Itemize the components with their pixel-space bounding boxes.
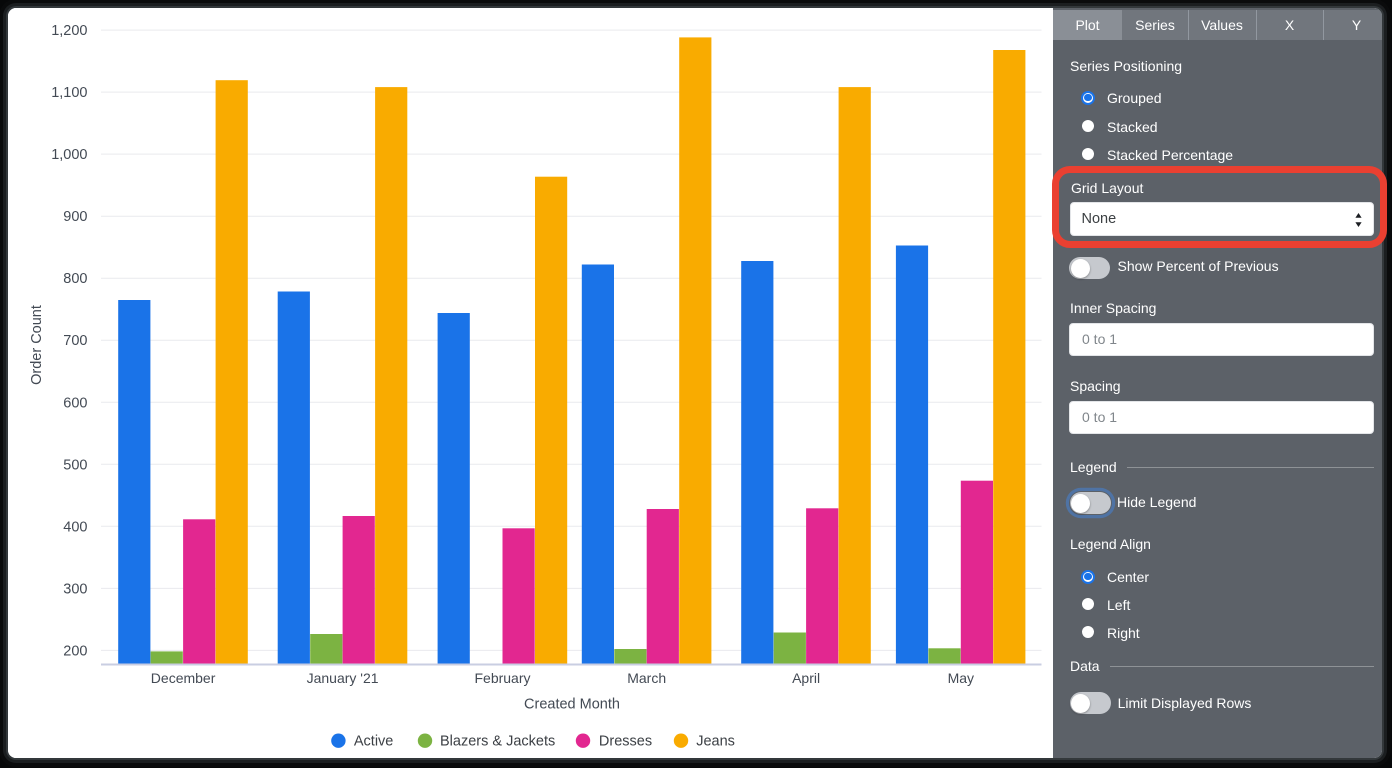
- svg-text:Jeans: Jeans: [696, 734, 735, 750]
- svg-text:1,000: 1,000: [51, 147, 87, 163]
- svg-text:Active: Active: [354, 734, 394, 750]
- svg-text:Order Count: Order Count: [29, 305, 45, 385]
- svg-text:Dresses: Dresses: [599, 734, 652, 750]
- svg-text:200: 200: [63, 643, 87, 659]
- svg-text:Blazers & Jackets: Blazers & Jackets: [440, 734, 555, 750]
- svg-text:March: March: [627, 670, 666, 686]
- svg-text:900: 900: [63, 209, 87, 225]
- svg-text:300: 300: [63, 581, 87, 597]
- svg-text:February: February: [474, 670, 530, 686]
- svg-text:January '21: January '21: [307, 670, 379, 686]
- svg-text:April: April: [792, 670, 820, 686]
- svg-text:600: 600: [63, 395, 87, 411]
- svg-text:400: 400: [63, 519, 87, 535]
- svg-text:700: 700: [63, 333, 87, 349]
- svg-text:May: May: [948, 670, 974, 686]
- svg-text:December: December: [151, 670, 216, 686]
- svg-text:1,200: 1,200: [51, 23, 87, 39]
- svg-text:Created Month: Created Month: [524, 697, 620, 713]
- svg-text:500: 500: [63, 457, 87, 473]
- svg-text:800: 800: [63, 271, 87, 287]
- svg-text:1,100: 1,100: [51, 85, 87, 101]
